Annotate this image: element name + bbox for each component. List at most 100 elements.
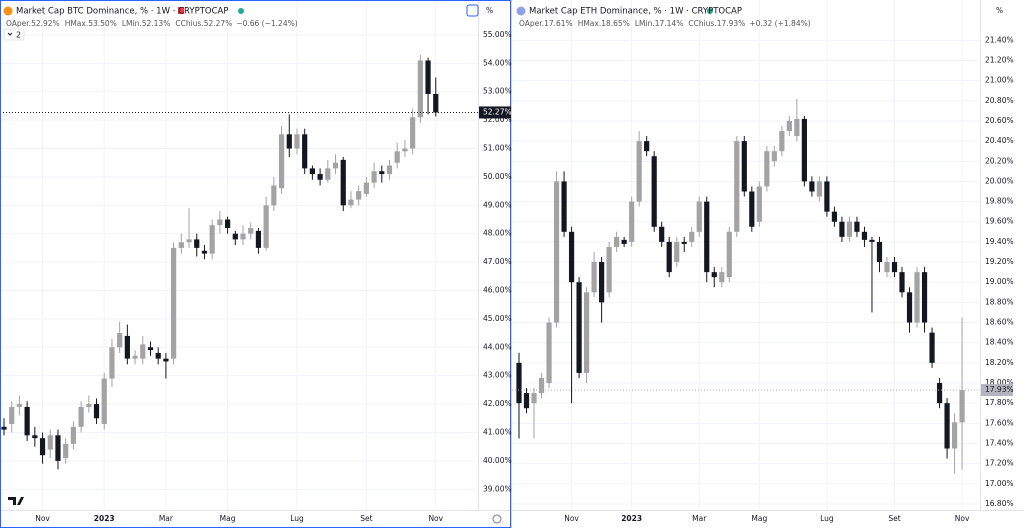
- candle-body: [117, 333, 123, 348]
- x-tick-label: Nov: [955, 514, 970, 523]
- candle-body: [171, 247, 177, 359]
- candle-body: [538, 377, 545, 394]
- candle-body: [209, 225, 215, 254]
- ohlc-item: −0.66 (−1.24%): [236, 19, 297, 28]
- candle-body: [561, 181, 567, 232]
- candle-body: [309, 168, 315, 175]
- marks-layer: [0, 54, 980, 474]
- candle-body: [425, 60, 431, 94]
- candle-body: [9, 406, 15, 424]
- candle-body: [816, 181, 822, 197]
- ohlc-item: O: [519, 19, 525, 28]
- last-price-label: 17.93%: [985, 385, 1014, 394]
- y-tick-label: 18.00%: [985, 378, 1014, 387]
- axis-unit: %: [486, 6, 493, 15]
- candle-body: [325, 168, 331, 180]
- candle-body: [936, 383, 943, 404]
- candle-body: [402, 148, 408, 152]
- x-tick-label: 2023: [94, 514, 115, 523]
- x-tick-label: Nov: [564, 514, 579, 523]
- flag-icon[interactable]: [178, 7, 184, 14]
- y-tick-label: 21.20%: [985, 55, 1014, 64]
- settings-button[interactable]: [492, 514, 502, 524]
- status-dot: [707, 8, 713, 14]
- candle-body: [232, 233, 238, 240]
- candle-body: [839, 221, 845, 237]
- maximize-button[interactable]: [466, 4, 479, 17]
- candle-body: [614, 236, 620, 247]
- ohlc-item: +0.32 (+1.84%): [749, 19, 810, 28]
- ohlc-item: 17.61%: [544, 19, 573, 28]
- ohlc-item: H: [65, 19, 71, 28]
- ohlc-item: 52.27%: [204, 19, 233, 28]
- candle-body: [591, 262, 597, 293]
- y-tick-label: 47.00%: [483, 257, 512, 266]
- candle-body: [39, 438, 46, 456]
- candle-body: [124, 335, 130, 359]
- chevron: [7, 32, 13, 36]
- candle-body: [644, 141, 650, 152]
- candle-body: [876, 241, 883, 263]
- y-tick-label: 43.00%: [483, 371, 512, 380]
- y-tick-label: 21.40%: [985, 35, 1014, 44]
- x-tick-label: Nov: [35, 514, 50, 523]
- candle-body: [201, 250, 208, 254]
- y-tick-label: 51.00%: [483, 144, 512, 153]
- candle-body: [356, 191, 362, 200]
- candle-body: [132, 355, 138, 359]
- candle-body: [47, 435, 53, 450]
- candle-body: [854, 221, 860, 232]
- candle-body: [831, 211, 838, 222]
- candle-body: [1, 426, 7, 430]
- candle-body: [741, 141, 747, 192]
- candle-body: [576, 282, 582, 373]
- candle-body: [899, 272, 905, 293]
- candle-body: [63, 443, 69, 459]
- ohlc-item: 17.93%: [717, 19, 746, 28]
- candle-body: [317, 174, 323, 180]
- candle-body: [959, 390, 965, 423]
- candle-body: [394, 151, 400, 163]
- candle-body: [801, 118, 807, 182]
- candle-body: [271, 185, 277, 206]
- candle-body: [78, 406, 84, 427]
- candle-body: [286, 134, 292, 149]
- x-tick-label: Mar: [692, 514, 707, 523]
- candle-body: [523, 393, 530, 409]
- indicator-toggle[interactable]: [3, 28, 25, 41]
- candle-body: [651, 156, 657, 227]
- symbol-title: Market Cap BTC Dominance, % · 1W · CRYPT…: [16, 7, 228, 17]
- candle-body: [101, 378, 107, 424]
- candle-body: [147, 347, 154, 351]
- x-tick-label: 2023: [621, 514, 642, 523]
- candle-body: [696, 201, 702, 232]
- candle-body: [891, 262, 898, 273]
- candle-body: [689, 231, 695, 242]
- candle-body: [155, 352, 161, 359]
- last-price-box: [981, 384, 1013, 397]
- y-tick-label: 19.80%: [985, 197, 1014, 206]
- x-tick-label: Set: [888, 514, 900, 523]
- ohlc-item: Aper.: [12, 19, 31, 28]
- indicator-count: 2: [16, 31, 21, 40]
- candle-body: [332, 162, 339, 169]
- candle-body: [224, 219, 231, 229]
- y-tick-label: 17.20%: [985, 459, 1014, 468]
- candle-body: [178, 242, 184, 248]
- candle-body: [869, 239, 875, 242]
- ohlc-item: C: [175, 19, 180, 28]
- symbol-title: Market Cap ETH Dominance, % · 1W · CRYPT…: [529, 7, 742, 17]
- y-tick-label: 17.80%: [985, 398, 1014, 407]
- ohlc-item: Min.: [639, 19, 655, 28]
- candle-body: [348, 199, 354, 206]
- y-tick-label: 18.80%: [985, 297, 1014, 306]
- logo[interactable]: [8, 497, 24, 505]
- candle-body: [417, 60, 423, 118]
- candle-body: [681, 241, 687, 244]
- y-tick-label: 52.00%: [483, 115, 512, 124]
- candle-body: [546, 322, 552, 384]
- candle-body: [531, 393, 537, 404]
- ohlc-item: Min.: [126, 19, 142, 28]
- candle-body: [16, 404, 23, 407]
